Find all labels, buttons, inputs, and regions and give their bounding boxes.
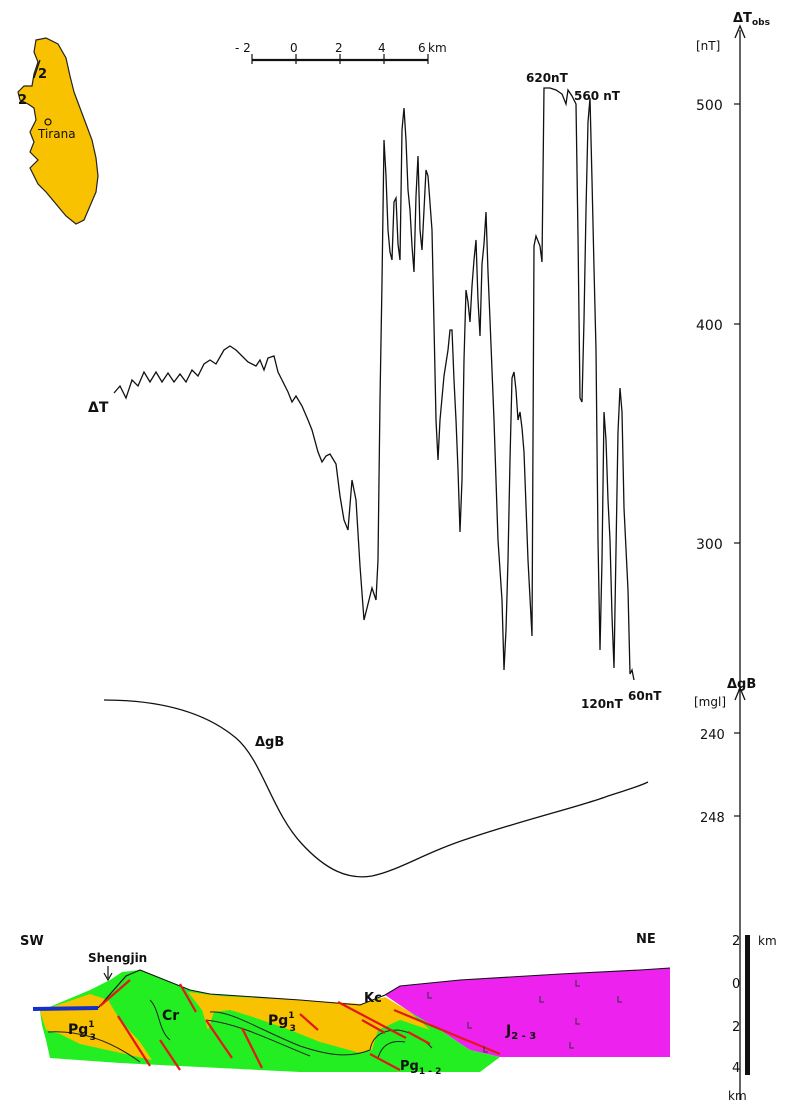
depth-unit-top: km bbox=[758, 934, 777, 948]
scale-label-0: 0 bbox=[290, 41, 298, 55]
dt-tick-label-500: 500 bbox=[696, 98, 723, 114]
unit-label-pg-left: Pg1 3 bbox=[68, 1020, 96, 1043]
section-ne-label: NE bbox=[636, 932, 656, 947]
bedding-contact bbox=[209, 1011, 371, 1056]
annotation-620nt: 620nT bbox=[526, 71, 569, 85]
volcanic-mark bbox=[569, 1042, 574, 1049]
volcanic-mark bbox=[575, 980, 580, 987]
paleogene-unit-left bbox=[40, 994, 152, 1060]
dgb-axis-title: ΔgB bbox=[727, 677, 756, 692]
fault-line bbox=[393, 1008, 501, 1056]
volcanic-mark bbox=[467, 1022, 472, 1029]
annotation-120nt: 120nT bbox=[581, 697, 624, 711]
inset-map-albania: 2 2 Tirana bbox=[17, 37, 99, 225]
depth-unit-bottom: km bbox=[728, 1089, 747, 1103]
section-sw-label: SW bbox=[20, 934, 44, 949]
bedding-contact bbox=[377, 1041, 406, 1059]
annotation-60nt: 60nT bbox=[628, 689, 662, 703]
volcanic-mark bbox=[617, 996, 622, 1003]
fault-line bbox=[99, 979, 131, 1007]
scale-label-4: 4 bbox=[378, 41, 386, 55]
right-axis-arrow-top bbox=[734, 24, 746, 39]
fault-line bbox=[407, 1031, 431, 1045]
dgb-tick-label-240: 240 bbox=[700, 728, 725, 743]
volcanic-mark bbox=[539, 996, 544, 1003]
dt-tick-label-300: 300 bbox=[696, 537, 723, 553]
bedding-contact bbox=[205, 1019, 311, 1057]
fault-line bbox=[205, 1019, 233, 1059]
right-axis-arrow-mid bbox=[734, 686, 746, 701]
unit-label-kc: Kc bbox=[364, 991, 382, 1006]
inset-marker-line bbox=[33, 59, 41, 79]
geological-section: SW NE Shengjin bbox=[20, 932, 671, 1077]
gravity-profile: ΔgB bbox=[103, 699, 649, 878]
dgb-axis-unit: [mgl] bbox=[694, 695, 726, 709]
magnetic-profile: ΔT 620nT 560 nT 120nT 60nT bbox=[88, 71, 662, 711]
dt-obs-axis-title: ΔTobs bbox=[733, 11, 770, 28]
unit-label-cr: Cr bbox=[162, 1008, 179, 1024]
dt-curve bbox=[113, 87, 635, 681]
tirana-label: Tirana bbox=[37, 127, 76, 141]
dgb-curve bbox=[103, 699, 649, 878]
volcanic-mark bbox=[483, 1046, 488, 1053]
volcanic-mark bbox=[427, 992, 432, 999]
annotation-560nt: 560 nT bbox=[574, 89, 621, 103]
scale-label-minus2: - 2 bbox=[235, 41, 251, 55]
bedding-contact bbox=[47, 1031, 141, 1063]
fault-line bbox=[179, 983, 197, 1013]
dt-tick-label-400: 400 bbox=[696, 318, 723, 334]
inset-marker-2-upper: 2 bbox=[38, 67, 47, 82]
depth-tick-4: 4 bbox=[732, 1061, 740, 1076]
tirana-city-marker bbox=[44, 118, 52, 126]
unit-label-pg12: Pg1 - 2 bbox=[400, 1059, 441, 1077]
depth-tick-0: 0 bbox=[732, 977, 740, 992]
sea-strip bbox=[32, 1006, 99, 1011]
fault-line bbox=[241, 1027, 263, 1069]
volcanic-mark bbox=[575, 1018, 580, 1025]
depth-tick-2-top: 2 bbox=[732, 934, 740, 949]
albania-outline bbox=[17, 37, 99, 225]
shengjin-label: Shengjin bbox=[88, 951, 147, 965]
fault-line bbox=[159, 1039, 181, 1071]
fault-lines bbox=[99, 979, 501, 1071]
dgb-curve-label: ΔgB bbox=[255, 735, 284, 750]
depth-tick-2-bottom: 2 bbox=[732, 1020, 740, 1035]
scale-unit-km: km bbox=[428, 41, 447, 55]
scale-bar: - 2 0 2 4 6 km bbox=[235, 41, 447, 64]
shengjin-arrow-head bbox=[103, 972, 113, 982]
inset-marker-2-lower: 2 bbox=[18, 93, 27, 108]
fault-line bbox=[117, 1015, 151, 1067]
fault-line bbox=[361, 1019, 386, 1034]
fault-line bbox=[369, 1053, 401, 1071]
fault-line bbox=[337, 1001, 407, 1039]
unit-label-pg-middle: Pg1 3 bbox=[268, 1011, 296, 1034]
fault-line bbox=[299, 1013, 319, 1031]
right-axis: ΔTobs [nT] 500 400 300 ΔgB [mgl] 240 248… bbox=[694, 11, 777, 1103]
depth-scale-bar bbox=[745, 935, 750, 1075]
scale-label-6: 6 bbox=[418, 41, 426, 55]
unit-label-j23: J2 - 3 bbox=[505, 1023, 536, 1042]
dgb-tick-label-248: 248 bbox=[700, 811, 725, 826]
scale-label-2: 2 bbox=[335, 41, 343, 55]
dt-curve-label: ΔT bbox=[88, 400, 109, 416]
topographic-surface bbox=[97, 967, 671, 1009]
dt-obs-axis-unit: [nT] bbox=[696, 39, 720, 53]
bedding-contact bbox=[149, 999, 171, 1041]
volcanic-symbols bbox=[427, 980, 622, 1053]
